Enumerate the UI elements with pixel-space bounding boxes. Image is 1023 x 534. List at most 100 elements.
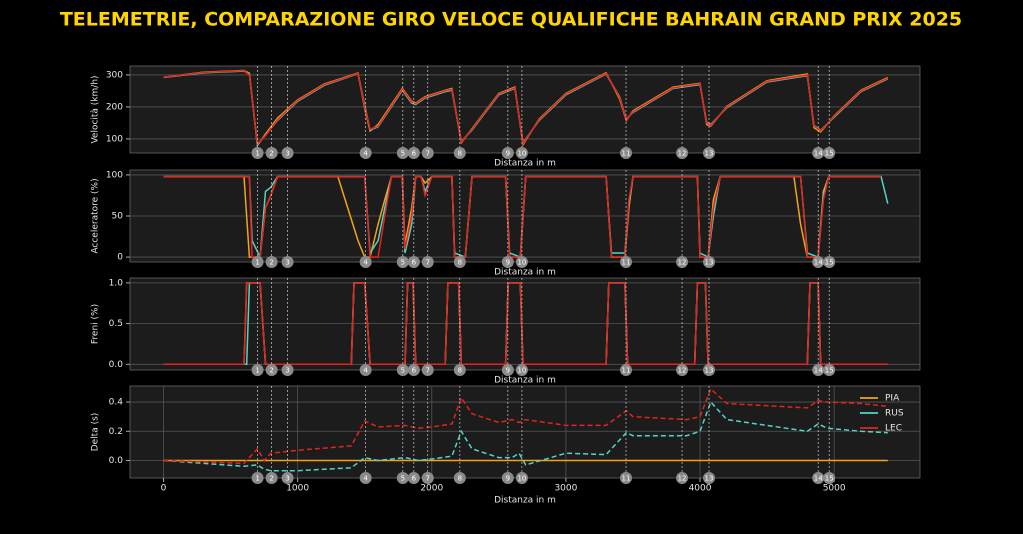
y-tick-label: 200 [106,102,123,112]
corner-badge [812,256,825,268]
corner-label: 4 [363,367,368,375]
corner-badge [251,472,264,484]
corner-badge [812,472,825,484]
corner-badge [453,256,466,268]
corner-badge [421,364,434,376]
corner-label: 10 [517,259,526,267]
corner-label: 7 [426,259,430,267]
corner-label: 8 [458,259,462,267]
corner-label: 14 [814,150,823,158]
corner-label: 3 [285,475,289,483]
corner-badge [453,147,466,159]
y-tick-label: 1.0 [109,278,124,288]
corner-label: 2 [269,367,273,375]
corner-badge [676,364,689,376]
y-tick-label: 100 [106,134,123,144]
corner-label: 10 [517,475,526,483]
corner-label: 2 [269,150,273,158]
corner-badge [265,472,278,484]
corner-badge [265,147,278,159]
corner-label: 8 [458,367,462,375]
corner-badge [407,147,420,159]
corner-label: 1 [255,367,259,375]
corner-label: 1 [255,475,259,483]
corner-badge [501,147,514,159]
corner-badge [703,472,716,484]
corner-label: 13 [705,367,714,375]
corner-badge [421,147,434,159]
corner-badge [515,472,528,484]
corner-badge [619,256,632,268]
corner-badge [281,256,294,268]
corner-label: 5 [401,367,405,375]
x-axis-label: Distanza in m [494,159,556,169]
corner-label: 11 [622,367,631,375]
data-line [163,175,882,258]
corner-label: 13 [705,475,714,483]
corner-badge [515,147,528,159]
y-axis-label: Acceleratore (%) [91,178,101,253]
corner-badge [281,147,294,159]
corner-badge [453,364,466,376]
corner-label: 5 [401,259,405,267]
corner-badge [812,147,825,159]
y-tick-label: 300 [106,70,123,80]
corner-label: 1 [255,150,259,158]
corner-label: 5 [401,150,405,158]
corner-badge [676,256,689,268]
corner-label: 7 [426,475,430,483]
x-axis-label: Distanza in m [494,496,556,506]
legend-label: LEC [885,424,902,434]
corner-label: 13 [705,259,714,267]
corner-badge [281,472,294,484]
corner-badge [676,472,689,484]
corner-badge [501,364,514,376]
corner-badge [619,472,632,484]
corner-label: 9 [506,150,510,158]
corner-label: 14 [814,367,823,375]
y-tick-label: 0.2 [109,427,123,437]
corner-badge [823,147,836,159]
corner-badge [359,472,372,484]
corner-badge [251,256,264,268]
corner-label: 6 [412,150,417,158]
corner-label: 15 [825,150,834,158]
y-axis-label: Velocità (km/h) [91,75,101,143]
corner-badge [823,256,836,268]
y-tick-label: 0.4 [109,398,124,408]
y-tick-label: 0 [117,253,123,263]
corner-badge [407,472,420,484]
corner-badge [515,364,528,376]
corner-badge [407,364,420,376]
corner-label: 6 [412,475,417,483]
corner-label: 12 [678,150,687,158]
data-line [163,400,888,472]
corner-badge [619,147,632,159]
corner-label: 4 [363,150,368,158]
corner-label: 15 [825,367,834,375]
data-line [163,70,889,146]
y-tick-label: 0.0 [109,360,124,370]
corner-label: 2 [269,475,273,483]
y-tick-label: 0.5 [109,319,123,329]
corner-badge [421,472,434,484]
corner-badge [453,472,466,484]
y-tick-label: 100 [106,170,123,180]
corner-label: 1 [255,259,259,267]
corner-badge [396,472,409,484]
x-tick-label: 4000 [689,484,712,494]
corner-badge [515,256,528,268]
corner-badge [396,364,409,376]
legend-label: RUS [885,409,904,419]
corner-label: 8 [458,475,462,483]
corner-badge [281,364,294,376]
corner-badge [501,256,514,268]
x-tick-label: 3000 [554,484,577,494]
corner-label: 10 [517,150,526,158]
y-tick-label: 50 [112,212,124,222]
corner-badge [812,364,825,376]
corner-badge [407,256,420,268]
data-line [163,387,888,465]
